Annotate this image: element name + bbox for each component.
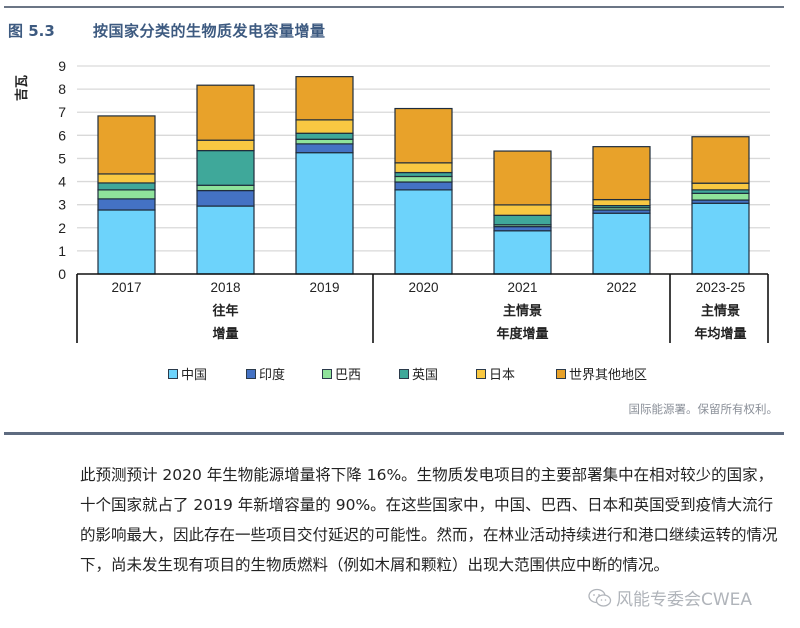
bar-segment [196, 84, 255, 141]
bar-segment [196, 184, 255, 192]
legend-label: 英国 [412, 368, 439, 383]
bar-segment [592, 198, 651, 207]
y-tick-label: 6 [58, 127, 66, 143]
y-tick-label: 8 [58, 81, 66, 97]
legend-swatch [399, 368, 409, 379]
bar-segment [493, 230, 552, 275]
y-tick-label: 0 [58, 266, 66, 282]
y-tick-label: 4 [58, 174, 66, 190]
bar-segment [97, 182, 156, 191]
bar-segment [295, 76, 354, 121]
axis-labels: 0 1 2 3 4 5 6 7 8 9 吉瓦 2017 2018 2019 2020 2021 2022 2023… [15, 58, 747, 342]
wechat-icon [588, 588, 612, 607]
figure-title: 按国家分类的生物质发电容量增量 [93, 22, 326, 40]
bar-segment [97, 198, 156, 211]
legend-item: 中国 [168, 364, 207, 383]
body-paragraph: 此预测预计 2020 年生物能源增量将下降 16%。生物质发电项目的主要部署集中… [80, 466, 778, 574]
bar-segment [592, 212, 651, 275]
bar-segment [295, 119, 354, 134]
bar-segment [196, 139, 255, 152]
x-tick-label: 2020 [408, 280, 438, 295]
group-label: 主情景 [503, 303, 542, 319]
legend-swatch [556, 368, 566, 379]
legend-swatch [322, 368, 332, 379]
y-axis-label: 吉瓦 [15, 75, 30, 101]
legend-item: 日本 [476, 364, 515, 383]
watermark: 风能专委会CWEA [588, 585, 752, 610]
bar-segment [493, 226, 552, 232]
bar-segment [97, 209, 156, 275]
axes [76, 273, 769, 343]
legend-swatch [168, 368, 178, 379]
bars [97, 76, 750, 275]
x-tick-label: 2019 [309, 280, 339, 295]
legend-swatch [246, 368, 256, 379]
group-label: 主情景 [701, 303, 740, 319]
top-rule [4, 6, 784, 8]
legend-item: 印度 [246, 364, 285, 383]
bar-segment [691, 182, 750, 191]
bar-segment [97, 173, 156, 184]
legend-item: 英国 [399, 364, 438, 383]
y-tick-label: 1 [58, 243, 66, 259]
bar-segment [493, 204, 552, 216]
legend-item: 世界其他地区 [556, 364, 647, 383]
legend: 中国 印度 巴西 英国 日本 世界其他地区 [0, 364, 800, 384]
body-text: 此预测预计 2020 年生物能源增量将下降 16%。生物质发电项目的主要部署集中… [80, 460, 780, 580]
x-tick-label: 2021 [507, 280, 537, 295]
watermark-text: 风能专委会CWEA [616, 590, 753, 610]
x-tick-label: 2017 [111, 280, 141, 295]
bar-segment [295, 132, 354, 140]
source-credit: 国际能源署。保留所有权利。 [628, 402, 779, 416]
bar-segment [295, 143, 354, 154]
bar-segment [97, 115, 156, 175]
legend-item: 巴西 [322, 364, 361, 383]
stacked-bar-chart: 0 1 2 3 4 5 6 7 8 9 吉瓦 2017 2018 2019 2020 2021 2022 2023… [15, 58, 770, 343]
bar-segment [97, 189, 156, 200]
x-tick-label: 2018 [210, 280, 240, 295]
bottom-rule [4, 432, 784, 435]
bar-segment [295, 138, 354, 145]
bar-segment [493, 150, 552, 206]
bar-segment [691, 192, 750, 201]
legend-label: 中国 [181, 368, 208, 383]
bar-segment [394, 189, 453, 275]
bar-segment [493, 214, 552, 226]
legend-label: 印度 [259, 368, 286, 383]
legend-label: 世界其他地区 [569, 368, 648, 383]
bar-segment [394, 162, 453, 174]
bar-segment [592, 146, 651, 201]
bar-segment [691, 136, 750, 184]
group-label: 增量 [212, 326, 238, 342]
bar-segment [394, 181, 453, 191]
legend-label: 巴西 [335, 368, 362, 383]
y-tick-label: 3 [58, 197, 66, 213]
y-tick-label: 2 [58, 220, 66, 236]
group-label: 年均增量 [694, 326, 746, 342]
bar-segment [394, 175, 453, 183]
group-label: 年度增量 [496, 326, 548, 342]
y-tick-label: 7 [58, 104, 66, 120]
figure-number: 图 5.3 [8, 22, 55, 40]
legend-label: 日本 [489, 368, 516, 383]
legend-swatch [476, 368, 486, 379]
x-tick-label: 2023-25 [696, 280, 746, 295]
y-tick-label: 9 [58, 58, 66, 74]
group-label: 往年 [212, 303, 238, 319]
y-tick-label: 5 [58, 150, 66, 166]
bar-segment [295, 152, 354, 275]
x-tick-label: 2022 [606, 280, 636, 295]
bar-segment [196, 149, 255, 186]
bar-segment [196, 205, 255, 275]
bar-segment [196, 189, 255, 207]
bar-segment [691, 202, 750, 275]
bar-segment [394, 107, 453, 164]
